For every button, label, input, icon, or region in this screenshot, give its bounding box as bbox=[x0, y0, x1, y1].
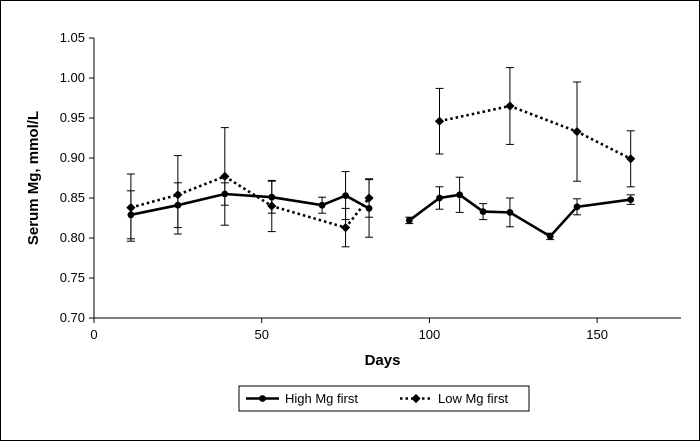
y-tick-label: 0.85 bbox=[60, 190, 85, 205]
legend-label-low-mg-first: Low Mg first bbox=[438, 391, 508, 406]
x-tick-label: 0 bbox=[90, 327, 97, 342]
circle-marker bbox=[436, 194, 443, 202]
x-axis-title: Days bbox=[365, 352, 401, 369]
diamond-marker bbox=[340, 223, 351, 233]
circle-marker bbox=[573, 203, 581, 211]
diamond-marker bbox=[173, 190, 183, 200]
x-tick-label: 50 bbox=[254, 327, 268, 342]
legend-label-high-mg-first: High Mg first bbox=[285, 391, 358, 406]
diamond-marker bbox=[411, 393, 421, 404]
circle-marker bbox=[365, 205, 373, 212]
circle-marker bbox=[174, 201, 182, 209]
y-tick-label: 0.70 bbox=[60, 310, 85, 325]
diamond-marker bbox=[572, 127, 582, 137]
diamond-marker bbox=[126, 203, 136, 213]
circle-marker bbox=[259, 395, 266, 402]
y-tick-label: 0.95 bbox=[60, 110, 85, 125]
y-tick-label: 1.00 bbox=[60, 70, 85, 85]
diamond-marker bbox=[267, 201, 277, 211]
legend-box bbox=[238, 385, 530, 412]
y-tick-label: 0.90 bbox=[60, 150, 85, 165]
x-tick-label: 100 bbox=[419, 327, 441, 342]
circle-marker bbox=[405, 217, 413, 224]
circle-marker bbox=[546, 233, 554, 240]
circle-marker bbox=[479, 208, 487, 216]
diamond-marker bbox=[505, 101, 515, 111]
series-line-low-mg-first bbox=[439, 104, 632, 160]
diamond-marker bbox=[220, 171, 230, 181]
y-tick-label: 0.75 bbox=[60, 270, 85, 285]
y-tick-label: 1.05 bbox=[60, 30, 85, 45]
series-line-high-mg-first bbox=[408, 193, 631, 239]
circle-marker bbox=[318, 201, 326, 209]
series-markers bbox=[126, 101, 636, 240]
circle-marker bbox=[268, 193, 276, 201]
circle-marker bbox=[221, 190, 229, 198]
diamond-marker bbox=[434, 116, 445, 126]
series-lines bbox=[130, 104, 632, 239]
circle-marker bbox=[127, 211, 135, 219]
axes: 0.70 0.75 0.80 0.85 0.90 0.95 1.00 1.05 0 50 100 15… bbox=[60, 30, 681, 342]
circle-marker bbox=[506, 209, 514, 216]
diamond-marker bbox=[364, 193, 374, 203]
circle-marker bbox=[342, 192, 349, 200]
series-line-high-mg-first bbox=[130, 192, 370, 217]
circle-marker bbox=[627, 196, 635, 204]
circle-marker bbox=[456, 191, 464, 199]
x-tick-label: 150 bbox=[586, 327, 608, 342]
y-axis-title: Serum Mg, mmol/L bbox=[25, 111, 42, 245]
legend: High Mg first Low Mg first bbox=[238, 385, 530, 412]
y-tick-label: 0.80 bbox=[60, 230, 85, 245]
series-line-low-mg-first bbox=[130, 174, 371, 230]
error-bars bbox=[126, 67, 635, 248]
diamond-marker bbox=[626, 154, 636, 164]
